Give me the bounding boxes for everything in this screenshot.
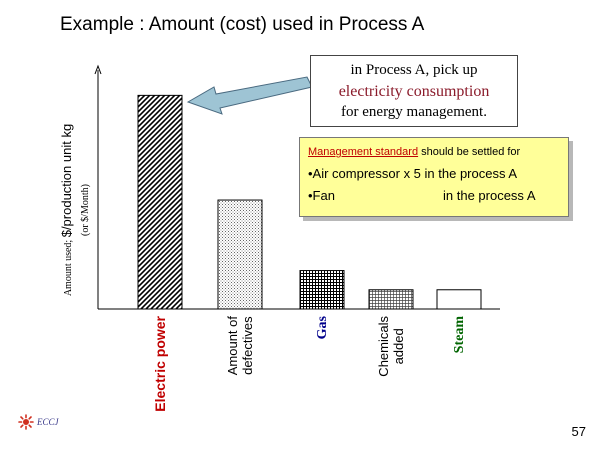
management-item-air-compressor: •Air compressor x 5 in the process A [308, 166, 518, 181]
category-label-wrap-2: Gas [314, 316, 330, 340]
pointer-arrow [186, 76, 313, 115]
management-item-fan: •Fan in the process A [308, 185, 568, 207]
arrow-shape [186, 76, 313, 115]
management-standard-box: Management standard should be settled fo… [299, 137, 569, 217]
callout-line-2: electricity consumption [338, 83, 490, 100]
y-axis-arrowhead [94, 64, 102, 75]
callout-line-3: for energy management. [341, 104, 487, 120]
bar-2 [299, 270, 345, 310]
management-item-fan-left: •Fan [308, 188, 335, 203]
bar-0 [137, 94, 183, 310]
bar-4 [436, 289, 482, 310]
bar-3 [368, 289, 414, 310]
logo-text: ECCJ [37, 417, 59, 427]
management-item-fan-right: in the process A [443, 188, 536, 203]
management-standard-underlined: Management standard [308, 146, 419, 158]
management-standard-heading: Management standard should be settled fo… [308, 146, 568, 158]
callout-box: in Process A, pick up electricity consum… [310, 55, 518, 127]
page-number: 57 [571, 424, 586, 439]
management-standard-heading-rest: should be settled for [418, 146, 521, 158]
chart-bars [137, 94, 482, 310]
category-label-wrap-1: Amount of defectives [225, 316, 255, 376]
eccj-logo: ECCJ [18, 414, 59, 430]
category-label-wrap-3: Chemicals added [376, 316, 406, 377]
page-title: Example : Amount (cost) used in Process … [60, 14, 425, 35]
callout-line-1: in Process A, pick up [350, 62, 478, 78]
bar-1 [217, 199, 263, 310]
category-label-wrap-4: Steam [451, 316, 467, 354]
category-label-wrap-0: Electric power [151, 316, 168, 412]
eccj-logo-icon [18, 414, 34, 430]
